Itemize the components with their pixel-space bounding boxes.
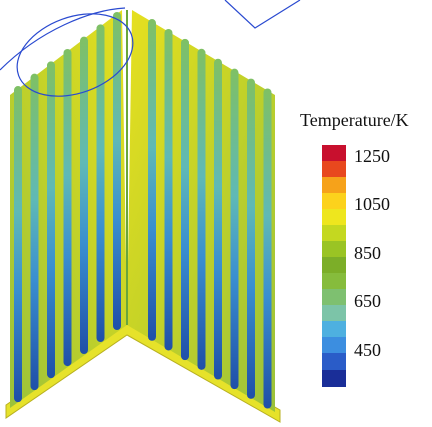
colorbar-segment xyxy=(322,370,346,387)
rod xyxy=(214,59,222,380)
rod xyxy=(198,49,206,370)
colorbar-segment xyxy=(322,193,346,209)
rod xyxy=(80,37,88,354)
rod xyxy=(148,19,156,341)
colorbar-segment xyxy=(322,225,346,241)
rod xyxy=(181,39,189,360)
colorbar-segment xyxy=(322,209,346,225)
colorbar-segment xyxy=(322,241,346,257)
rod xyxy=(113,12,121,330)
legend-label: 1050 xyxy=(354,194,390,214)
rod xyxy=(31,74,39,390)
rod xyxy=(47,61,55,378)
rod xyxy=(14,86,22,402)
colorbar-segment xyxy=(322,257,346,273)
rod xyxy=(97,24,105,342)
colorbar-segment xyxy=(322,337,346,353)
colorbar-segment xyxy=(322,161,346,177)
legend-label: 450 xyxy=(354,340,381,360)
model xyxy=(6,10,280,422)
rod xyxy=(247,79,255,399)
colorbar-segment xyxy=(322,273,346,289)
colorbar-segment xyxy=(322,305,346,321)
figure: Temperature/K 1250 1050 850 650 450 xyxy=(0,0,432,427)
colorbar-segment xyxy=(322,145,346,161)
legend-label: 650 xyxy=(354,291,381,311)
rod xyxy=(165,29,173,351)
colorbar-segment xyxy=(322,177,346,193)
colorbar-segment xyxy=(322,353,346,370)
annotation-callout xyxy=(225,0,300,28)
legend-label: 850 xyxy=(354,243,381,263)
legend-title: Temperature/K xyxy=(300,110,409,130)
colorbar-segment xyxy=(322,289,346,305)
colorbar-segment xyxy=(322,321,346,337)
rod xyxy=(264,88,272,408)
legend-label: 1250 xyxy=(354,146,390,166)
rod xyxy=(231,69,239,390)
colorbar: Temperature/K 1250 1050 850 650 450 xyxy=(300,110,409,387)
